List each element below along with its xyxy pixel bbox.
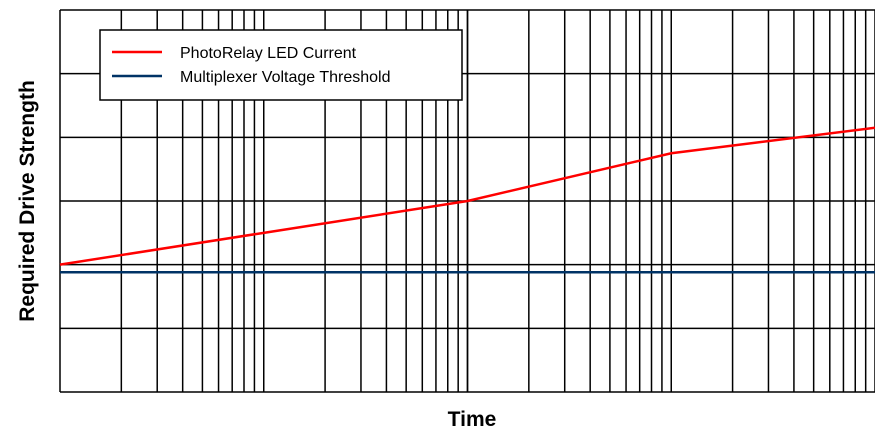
legend-label-series-1: PhotoRelay LED Current (180, 45, 357, 62)
y-axis-label: Required Drive Strength (16, 80, 39, 322)
series-line-1 (59, 126, 875, 266)
series-layer (59, 126, 875, 274)
legend-label-series-2: Multiplexer Voltage Threshold (180, 69, 391, 86)
legend-box (99, 29, 463, 101)
x-axis-label: Time (448, 408, 497, 430)
legend: PhotoRelay LED Current Multiplexer Volta… (99, 29, 463, 101)
